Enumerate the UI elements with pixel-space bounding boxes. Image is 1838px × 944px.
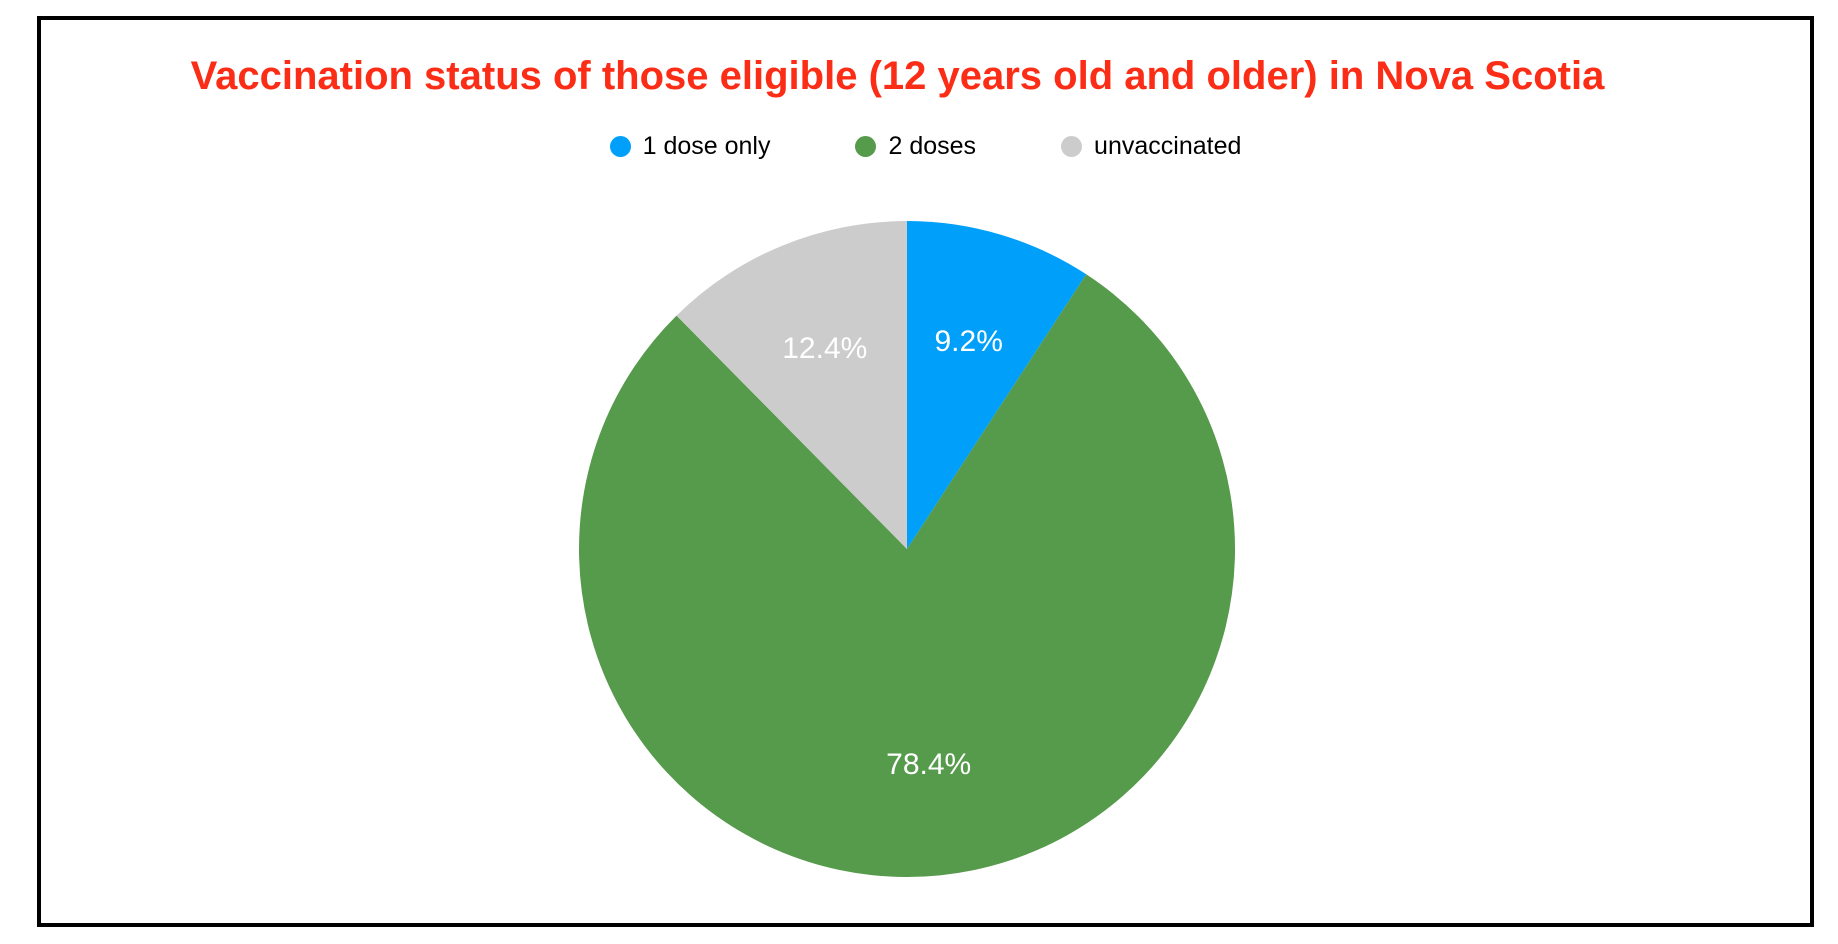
legend-swatch-icon: [609, 136, 631, 157]
pie-slice-unvaccinated[interactable]: [676, 221, 907, 549]
chart-title: Vaccination status of those eligible (12…: [190, 54, 1605, 98]
chart-frame: Vaccination status of those eligible (12…: [37, 16, 1814, 927]
legend-swatch-icon: [1061, 136, 1083, 157]
chart-area: Vaccination status of those eligible (12…: [41, 20, 1810, 923]
pie-slice-2-doses[interactable]: [579, 274, 1236, 877]
legend-item-unvaccinated[interactable]: unvaccinated: [1061, 132, 1241, 161]
legend: 1 dose only 2 doses unvaccinated: [41, 132, 1810, 161]
slice-label: 12.4%: [782, 332, 867, 365]
pie-slice-1-dose-only[interactable]: [907, 221, 1087, 549]
legend-swatch-icon: [855, 136, 877, 157]
slice-label: 78.4%: [886, 748, 971, 781]
legend-item-label: unvaccinated: [1094, 132, 1242, 160]
legend-item-label: 2 doses: [888, 132, 977, 160]
slice-label: 9.2%: [935, 325, 1003, 358]
legend-item-label: 1 dose only: [642, 132, 771, 160]
legend-item-1-dose-only[interactable]: 1 dose only: [609, 132, 771, 161]
pie-chart: 9.2% 78.4% 12.4%: [579, 221, 1236, 877]
legend-item-2-doses[interactable]: 2 doses: [855, 132, 976, 161]
